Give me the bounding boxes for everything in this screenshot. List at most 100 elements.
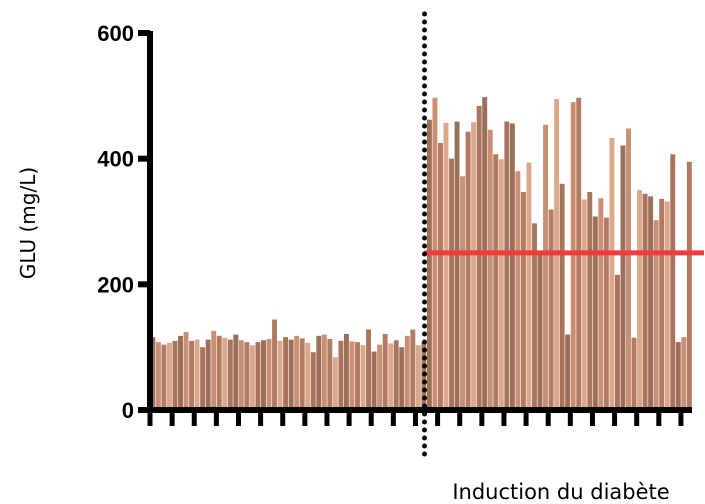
bar (614, 274, 620, 410)
bar (189, 340, 195, 410)
bar (227, 339, 233, 410)
bar (316, 335, 322, 410)
axes-group (138, 30, 692, 426)
bar (587, 191, 593, 410)
bar (161, 344, 167, 410)
bar (476, 105, 482, 410)
bar (642, 193, 648, 410)
bar (222, 337, 228, 410)
bar (155, 342, 161, 410)
bar (598, 198, 604, 410)
bar (526, 162, 532, 410)
bar (338, 340, 344, 410)
bar (437, 142, 443, 410)
bar (664, 201, 670, 410)
bar (603, 217, 609, 410)
bar (493, 154, 499, 410)
bar (670, 154, 676, 410)
induction-annotation: Induction du diabète (452, 480, 669, 504)
bar (637, 190, 643, 410)
bar (626, 128, 631, 410)
bar (377, 344, 383, 410)
bar (659, 198, 665, 410)
bar (178, 335, 183, 410)
bar (559, 183, 565, 410)
bar (366, 329, 372, 410)
bar (543, 124, 548, 411)
y-tick-label: 0 (122, 398, 134, 423)
bar (537, 254, 543, 410)
bar (415, 345, 421, 410)
bar (648, 196, 654, 410)
bar (305, 342, 311, 410)
bar (266, 339, 272, 410)
bar (183, 332, 189, 410)
bar (371, 351, 377, 410)
bar (454, 121, 460, 410)
bar (360, 345, 366, 410)
bar (299, 338, 305, 410)
bar (272, 319, 277, 410)
bar (349, 341, 355, 410)
bar (460, 176, 466, 410)
bar (382, 333, 388, 410)
y-tick-label: 600 (97, 21, 134, 46)
bar (532, 223, 537, 410)
bar (172, 340, 178, 410)
bar (592, 216, 598, 410)
bar (404, 335, 410, 410)
bar (238, 340, 244, 410)
bar (498, 159, 504, 410)
y-tick-label: 400 (97, 147, 134, 172)
bar (327, 339, 333, 410)
y-tick-label: 200 (97, 272, 134, 297)
bar (321, 334, 327, 410)
bar (388, 343, 394, 410)
bar (166, 342, 172, 410)
bar (548, 209, 554, 410)
bar (487, 129, 493, 410)
bar (565, 334, 571, 410)
bar (249, 345, 255, 410)
bar (399, 347, 405, 410)
bar (504, 121, 510, 410)
bar (261, 340, 266, 410)
bar (653, 220, 659, 410)
bar (233, 334, 239, 410)
bar (515, 171, 521, 410)
bar (294, 335, 300, 410)
bar (255, 342, 261, 410)
bar (581, 199, 587, 410)
bar (211, 330, 217, 410)
bar (310, 352, 316, 410)
bar (343, 333, 349, 410)
bar (631, 337, 637, 410)
bar (288, 339, 294, 410)
bar (449, 158, 454, 410)
bar (410, 329, 416, 410)
bar (686, 161, 692, 410)
bar (283, 337, 289, 410)
bar (465, 131, 471, 410)
bar (471, 122, 477, 410)
bar (200, 347, 206, 410)
bar (570, 102, 576, 411)
bar (244, 342, 250, 410)
bar (681, 337, 687, 410)
bar (277, 340, 283, 410)
bar (443, 122, 449, 410)
bar (509, 123, 515, 410)
bar (194, 339, 200, 410)
bar (393, 340, 399, 410)
bar (520, 191, 526, 410)
bar (426, 119, 432, 411)
bar (609, 137, 615, 410)
y-axis-label: GLU (mg/L) (16, 167, 40, 279)
bar (205, 339, 211, 410)
bar (355, 342, 360, 410)
y-tick-labels: 0 200 400 600 (97, 21, 134, 423)
bar (332, 357, 338, 410)
bar (216, 335, 222, 410)
bar (620, 145, 626, 410)
